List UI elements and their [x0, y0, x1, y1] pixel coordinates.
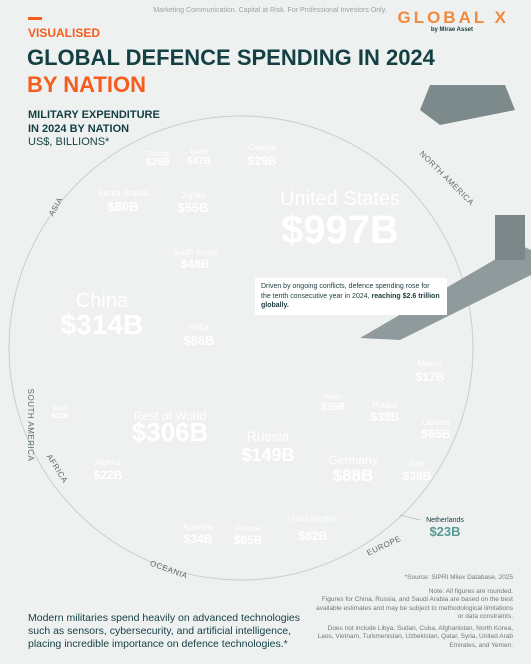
country-name: Mexico	[417, 359, 443, 368]
country-name: Ukraine	[422, 418, 450, 427]
value-label: $997B	[281, 208, 399, 252]
value-label: $149B	[241, 445, 294, 465]
value-label: $82B	[299, 529, 328, 543]
country-name: Netherlands	[426, 517, 464, 524]
country-name: Russia	[247, 428, 290, 444]
region-label: SOUTH AMERICA	[26, 389, 35, 462]
annotation: Driven by ongoing conflicts, defence spe…	[261, 283, 430, 300]
logo: GLOBAL X	[397, 8, 509, 27]
footer-text: Modern militaries spend heavily on advan…	[28, 612, 300, 650]
country-name: Brazil	[52, 406, 67, 412]
country-name: Algeria	[96, 458, 121, 467]
title-accent: BY NATION	[27, 72, 146, 97]
region-label: ASIA	[47, 196, 65, 218]
unit: US$, BILLIONS*	[28, 136, 110, 148]
country-name: Rest of World	[134, 409, 206, 423]
value-label: $55B	[177, 200, 208, 215]
annotation-box: Driven by ongoing conflicts, defence spe…	[255, 278, 447, 315]
value-label: $314B	[61, 309, 144, 340]
annotation-bold: reaching $2.6 trillion globally.	[261, 292, 440, 310]
country-name: Spain	[324, 394, 342, 401]
title: GLOBAL DEFENCE SPENDING IN 2024	[27, 45, 435, 70]
labels: United States$997B Canada $29B Mexico $17B Ch…	[26, 143, 476, 581]
logo-sub: by Mirae Asset	[430, 27, 473, 33]
country-name: India	[189, 322, 209, 332]
country-name: Australia	[182, 523, 214, 532]
value-label: $38B	[371, 410, 400, 424]
region-label: NORTH AMERICA	[418, 149, 476, 207]
country-name: Saudi Arabia	[97, 188, 148, 198]
country-name: South Korea	[173, 248, 218, 257]
country-name: Germany	[328, 453, 377, 467]
value-label: $88B	[333, 466, 374, 485]
outer-ring	[8, 115, 474, 581]
value-label: $38B	[403, 469, 432, 483]
note: Figures for China, Russia, and Saudi Ara…	[316, 596, 513, 620]
source: *Source: SIPRI Milex Database, 2025	[404, 574, 513, 581]
value-label: $29B	[248, 154, 277, 168]
value-label: $65B	[234, 533, 263, 547]
value-label: $86B	[183, 333, 214, 348]
leader-line	[399, 514, 421, 521]
accent-bar	[28, 17, 42, 20]
country-name: Canada	[248, 143, 277, 152]
value-label: $47B	[187, 156, 211, 167]
country-name: China	[76, 290, 129, 312]
note: Note: All figures are rounded.	[428, 587, 513, 595]
value-label: $48B	[181, 257, 210, 271]
country-name: Türkiye	[147, 151, 170, 158]
country-name: United States	[280, 188, 400, 210]
value-label: $306B	[132, 417, 209, 447]
footer-notes: *Source: SIPRI Milex Database, 2025 Note…	[313, 574, 513, 650]
region-label: EUROPE	[365, 534, 402, 558]
value-label: $22B	[94, 468, 123, 482]
country-name: United Kingdom	[288, 516, 338, 523]
country-name: France	[236, 524, 261, 533]
value-label: $34B	[184, 532, 213, 546]
country-name: Japan	[181, 190, 206, 200]
kicker: VISUALISED	[28, 26, 101, 40]
disclaimer: Marketing Communication. Capital at Risk…	[153, 7, 387, 14]
value-label: $25B	[321, 402, 345, 413]
country-name: Italy	[410, 459, 425, 468]
country-name: Poland	[373, 401, 398, 410]
value-label: $23B	[429, 524, 460, 539]
value-label: $65B	[422, 427, 451, 441]
value-label: $80B	[107, 199, 138, 214]
region-label: OCEANIA	[149, 559, 189, 581]
country-name: Israel	[190, 149, 208, 156]
subtitle: MILITARY EXPENDITURE IN 2024 BY NATION	[28, 109, 160, 135]
value-label: $25B	[146, 157, 170, 168]
value-label: $21B	[52, 413, 69, 420]
value-label: $17B	[416, 370, 445, 384]
region-label: AFRICA	[45, 453, 70, 485]
note: Does not include Libya, Sudan, Cuba, Afg…	[317, 624, 513, 649]
